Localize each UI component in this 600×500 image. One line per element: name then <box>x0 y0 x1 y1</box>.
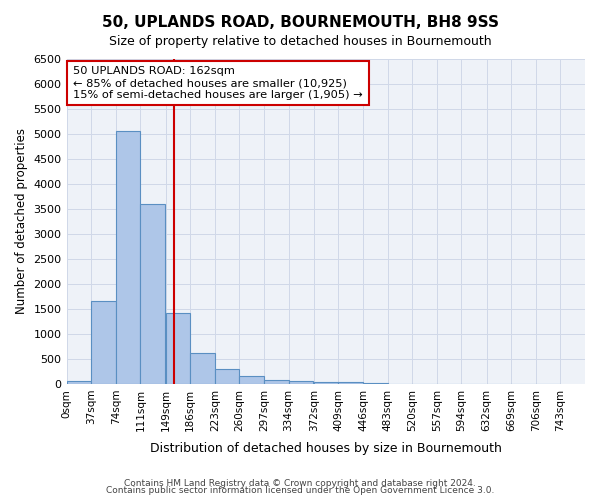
Bar <box>363 383 388 384</box>
Y-axis label: Number of detached properties: Number of detached properties <box>15 128 28 314</box>
Bar <box>140 204 165 384</box>
Bar <box>338 382 363 384</box>
Text: 50, UPLANDS ROAD, BOURNEMOUTH, BH8 9SS: 50, UPLANDS ROAD, BOURNEMOUTH, BH8 9SS <box>101 15 499 30</box>
Bar <box>264 380 289 384</box>
Bar <box>314 382 338 384</box>
Bar <box>190 354 215 384</box>
Text: Contains HM Land Registry data © Crown copyright and database right 2024.: Contains HM Land Registry data © Crown c… <box>124 478 476 488</box>
Bar <box>116 132 140 384</box>
X-axis label: Distribution of detached houses by size in Bournemouth: Distribution of detached houses by size … <box>150 442 502 455</box>
Bar <box>67 382 91 384</box>
Text: Size of property relative to detached houses in Bournemouth: Size of property relative to detached ho… <box>109 35 491 48</box>
Bar <box>239 376 264 384</box>
Bar <box>215 369 239 384</box>
Bar <box>91 302 116 384</box>
Bar <box>289 382 313 384</box>
Text: 50 UPLANDS ROAD: 162sqm
← 85% of detached houses are smaller (10,925)
15% of sem: 50 UPLANDS ROAD: 162sqm ← 85% of detache… <box>73 66 363 100</box>
Text: Contains public sector information licensed under the Open Government Licence 3.: Contains public sector information licen… <box>106 486 494 495</box>
Bar <box>166 313 190 384</box>
